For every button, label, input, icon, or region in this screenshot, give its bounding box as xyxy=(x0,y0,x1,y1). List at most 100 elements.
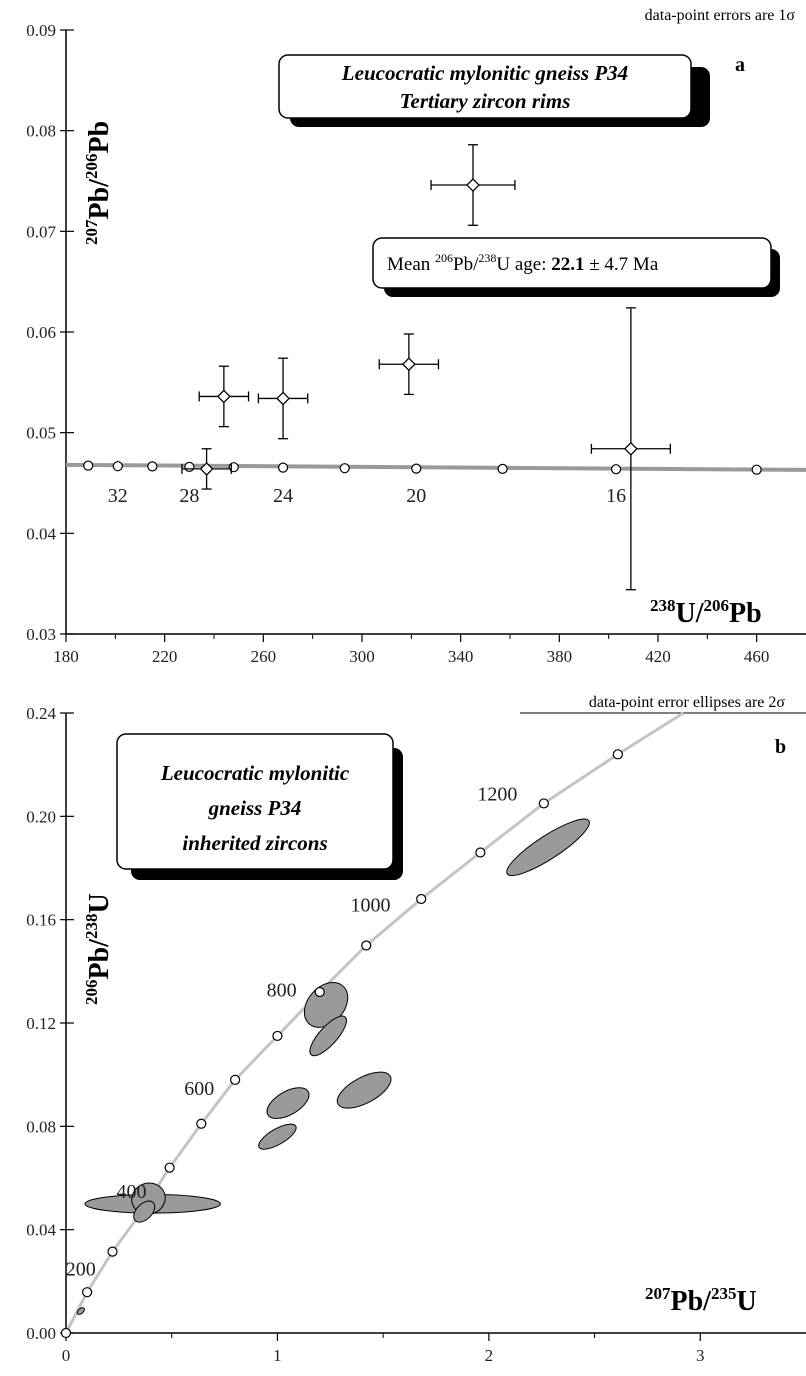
x-tick-label-a: 460 xyxy=(744,647,770,666)
panel-a: data-point errors are 1σ a 0.030.040.050… xyxy=(26,7,806,666)
concordia-markers-a xyxy=(83,460,762,475)
error-ellipse-b xyxy=(76,1307,85,1315)
concordia-marker-b xyxy=(475,847,486,858)
concordia-marker-a xyxy=(339,463,350,474)
y-axis-label-a: 207Pb/206Pb xyxy=(82,121,115,245)
concordia-line-a xyxy=(65,462,806,472)
x-ticks-a: 180 220 260 300 340 380 420 460 xyxy=(53,634,769,666)
concordia-marker-a xyxy=(147,461,158,472)
x-tick-label-b: 2 xyxy=(485,1346,494,1365)
title-line-1-b: Leucocratic mylonitic xyxy=(160,761,350,785)
error-note-a: data-point errors are 1σ xyxy=(645,7,796,24)
x-tick-label-b: 1 xyxy=(273,1346,282,1365)
error-ellipse-b xyxy=(336,1071,392,1109)
concordia-marker-b xyxy=(230,1074,241,1085)
x-tick-label-a: 340 xyxy=(448,647,474,666)
concordia-marker-a xyxy=(610,464,622,475)
y-ticks-a: 0.03 0.04 0.05 0.06 0.07 0.08 0.09 xyxy=(26,21,74,644)
age-label-a: 16 xyxy=(606,485,626,507)
y-ticks-b: 0.00 0.04 0.08 0.12 0.16 0.20 0.24 xyxy=(26,704,74,1343)
concordia-marker-b xyxy=(538,798,549,809)
error-ellipse-b xyxy=(133,1200,156,1223)
error-ellipse-b xyxy=(506,818,590,877)
mean-age-box: Mean 206Pb/238U age: 22.1 ± 4.7 Ma xyxy=(372,237,780,297)
data-point-diamond-a xyxy=(623,441,638,456)
mean-age-text: Mean 206Pb/238U age: 22.1 ± 4.7 Ma xyxy=(387,251,659,275)
title-box-b: Leucocratic mylonitic gneiss P34 inherit… xyxy=(116,733,403,880)
concordia-marker-a xyxy=(277,462,289,473)
age-label-a: 24 xyxy=(273,485,293,507)
panel-label-b: b xyxy=(775,736,786,758)
concordia-markers-b xyxy=(60,749,623,1339)
x-tick-label-a: 380 xyxy=(547,647,573,666)
age-label-b: 400 xyxy=(117,1181,147,1203)
concordia-marker-b xyxy=(196,1118,207,1129)
y-tick-label-a: 0.07 xyxy=(26,222,56,241)
concordia-marker-a xyxy=(112,461,123,472)
age-labels-b: 200 400 600 800 1000 1200 xyxy=(66,783,518,1280)
x-tick-label-a: 300 xyxy=(349,647,375,666)
concordia-marker-b xyxy=(416,893,427,905)
y-axis-label-b: 206Pb/238U xyxy=(82,893,115,1005)
age-label-a: 28 xyxy=(179,485,199,507)
title-line-2-b: gneiss P34 xyxy=(208,796,302,820)
panel-b: data-point error ellipses are 2σ b 0.000… xyxy=(26,694,806,1365)
panel-label-a: a xyxy=(735,54,745,76)
error-ellipse-b xyxy=(309,1015,347,1057)
data-point-diamond-a xyxy=(199,461,214,476)
concordia-marker-b xyxy=(361,940,372,951)
concordia-marker-a xyxy=(497,463,508,475)
y-tick-label-a: 0.06 xyxy=(26,323,56,342)
y-tick-label-a: 0.09 xyxy=(26,21,56,40)
concordia-marker-b xyxy=(60,1327,72,1339)
x-tick-label-b: 0 xyxy=(62,1346,71,1365)
error-ellipses-b xyxy=(76,818,590,1315)
concordia-marker-b xyxy=(612,749,623,760)
concordia-marker-a xyxy=(184,461,195,472)
concordia-marker-a xyxy=(83,460,94,471)
age-label-b: 200 xyxy=(66,1259,96,1281)
data-point-diamond-a xyxy=(401,357,416,372)
title-box-a: Leucocratic mylonitic gneiss P34 Tertiar… xyxy=(278,54,710,127)
y-tick-label-b: 0.20 xyxy=(26,807,56,826)
concordia-marker-b xyxy=(314,986,325,998)
y-tick-label-b: 0.08 xyxy=(26,1117,56,1136)
x-tick-label-a: 180 xyxy=(53,647,79,666)
y-tick-label-b: 0.16 xyxy=(26,911,56,930)
concordia-marker-a xyxy=(228,462,239,473)
age-label-a: 20 xyxy=(406,485,426,507)
age-label-a: 32 xyxy=(108,485,128,507)
data-point-diamond-a xyxy=(216,389,231,404)
y-tick-label-b: 0.12 xyxy=(26,1014,56,1033)
x-axis-label-b: 207Pb/235U xyxy=(645,1284,757,1317)
x-tick-label-a: 260 xyxy=(251,647,277,666)
x-tick-label-a: 220 xyxy=(152,647,178,666)
data-point-diamond-a xyxy=(276,391,290,406)
age-labels-a: 32 28 24 20 16 xyxy=(108,485,626,507)
age-label-b: 1000 xyxy=(350,894,390,916)
y-tick-label-a: 0.04 xyxy=(26,524,56,543)
error-ellipse-b xyxy=(258,1123,297,1150)
data-point-diamond-a xyxy=(466,178,480,192)
error-ellipse-b xyxy=(266,1087,310,1119)
y-tick-label-a: 0.08 xyxy=(26,122,56,141)
y-tick-label-b: 0.00 xyxy=(26,1324,56,1343)
x-ticks-b: 0 1 2 3 xyxy=(62,1333,705,1365)
age-label-b: 1200 xyxy=(477,783,517,805)
title-line-1-a: Leucocratic mylonitic gneiss P34 xyxy=(341,61,628,85)
concordia-marker-a xyxy=(411,463,422,474)
error-note-b: data-point error ellipses are 2σ xyxy=(589,694,785,711)
y-tick-label-a: 0.03 xyxy=(26,625,56,644)
age-label-b: 800 xyxy=(267,980,297,1002)
y-tick-label-b: 0.04 xyxy=(26,1221,56,1240)
y-tick-label-a: 0.05 xyxy=(26,424,56,443)
x-tick-label-a: 420 xyxy=(645,647,671,666)
x-tick-label-b: 3 xyxy=(696,1346,705,1365)
concordia-marker-b xyxy=(82,1287,93,1298)
title-line-2-a: Tertiary zircon rims xyxy=(400,89,571,113)
y-tick-label-b: 0.24 xyxy=(26,704,56,723)
concordia-marker-b xyxy=(107,1246,118,1257)
concordia-marker-a xyxy=(751,464,762,475)
data-points-a xyxy=(181,144,671,591)
